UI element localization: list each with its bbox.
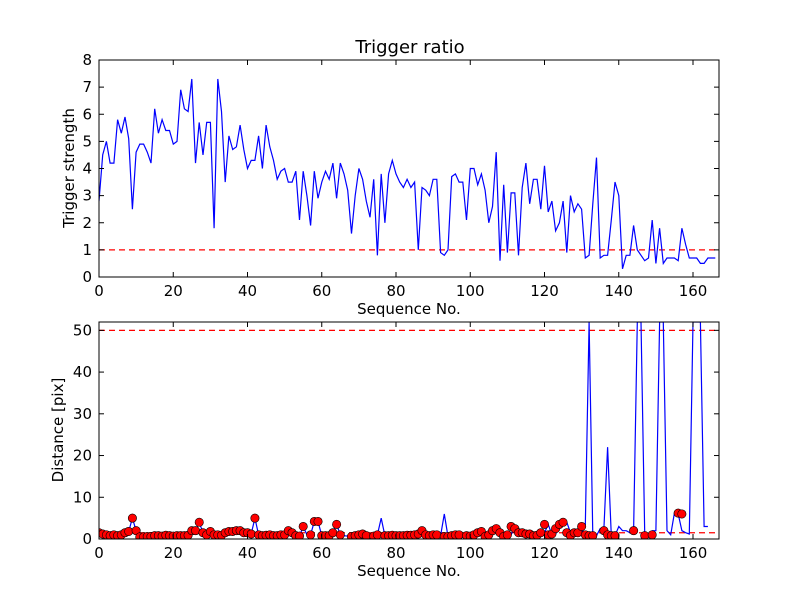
distance-point bbox=[191, 526, 201, 536]
distance-panel: 0 20 40 60 80 100 120 140 160 0 10 20 30 40 50 Sequen… bbox=[49, 321, 720, 580]
distance-x-tick-label: 60 bbox=[312, 544, 331, 562]
trigger-y-axis-label: Trigger strength bbox=[60, 108, 78, 229]
trigger-x-tick-label: 40 bbox=[238, 282, 257, 300]
distance-point bbox=[246, 529, 256, 539]
distance-x-tick-label: 140 bbox=[604, 544, 633, 562]
distance-point bbox=[588, 531, 598, 539]
trigger-y-tick-label: 5 bbox=[82, 132, 92, 150]
trigger-x-axis-label: Sequence No. bbox=[357, 300, 461, 318]
distance-point bbox=[540, 519, 550, 529]
distance-point bbox=[194, 517, 204, 527]
trigger-x-tick-label: 160 bbox=[679, 282, 708, 300]
distance-y-tick-label: 50 bbox=[73, 321, 92, 339]
trigger-plot-area bbox=[99, 78, 719, 270]
distance-point bbox=[558, 517, 568, 527]
distance-x-tick-label: 160 bbox=[679, 544, 708, 562]
distance-point bbox=[298, 521, 308, 531]
distance-point bbox=[677, 509, 687, 519]
distance-point bbox=[432, 530, 442, 539]
distance-y-tick-label: 10 bbox=[73, 488, 92, 506]
trigger-series-line bbox=[99, 78, 716, 270]
distance-point bbox=[372, 530, 382, 539]
trigger-x-tick-label: 120 bbox=[530, 282, 559, 300]
distance-y-tick-label: 0 bbox=[82, 530, 92, 548]
trigger-y-tick-label: 4 bbox=[82, 160, 92, 178]
distance-point bbox=[294, 531, 304, 539]
distance-point bbox=[502, 530, 512, 539]
distance-point bbox=[335, 530, 345, 539]
trigger-x-tick-label: 80 bbox=[386, 282, 405, 300]
distance-point bbox=[313, 516, 323, 526]
trigger-y-tick-label: 7 bbox=[82, 78, 92, 96]
distance-x-tick-label: 20 bbox=[164, 544, 183, 562]
trigger-x-ticks: 0 20 40 60 80 100 120 140 160 bbox=[94, 60, 707, 300]
distance-point bbox=[124, 526, 134, 536]
distance-point bbox=[454, 530, 464, 539]
trigger-y-tick-label: 3 bbox=[82, 187, 92, 205]
trigger-x-tick-label: 100 bbox=[456, 282, 485, 300]
distance-point bbox=[250, 513, 260, 523]
trigger-y-tick-label: 0 bbox=[82, 268, 92, 286]
distance-y-tick-label: 20 bbox=[73, 447, 92, 465]
distance-point bbox=[577, 521, 587, 531]
distance-axes-frame bbox=[98, 321, 720, 540]
distance-x-tick-label: 40 bbox=[238, 544, 257, 562]
distance-point bbox=[647, 530, 657, 539]
distance-point bbox=[536, 528, 546, 538]
distance-x-tick-label: 0 bbox=[94, 544, 104, 562]
distance-x-ticks: 0 20 40 60 80 100 120 140 160 bbox=[94, 322, 707, 562]
distance-x-tick-label: 120 bbox=[530, 544, 559, 562]
distance-point bbox=[328, 528, 338, 538]
trigger-y-tick-label: 8 bbox=[82, 51, 92, 69]
distance-point bbox=[629, 526, 639, 536]
trigger-x-tick-label: 60 bbox=[312, 282, 331, 300]
distance-point bbox=[332, 519, 342, 529]
distance-x-axis-label: Sequence No. bbox=[357, 562, 461, 580]
trigger-y-tick-label: 1 bbox=[82, 241, 92, 259]
distance-y-axis-label: Distance [pix] bbox=[49, 378, 67, 483]
distance-plot-area bbox=[99, 322, 719, 539]
chart-title: Trigger ratio bbox=[354, 37, 464, 58]
distance-x-tick-label: 80 bbox=[386, 544, 405, 562]
trigger-x-tick-label: 140 bbox=[604, 282, 633, 300]
trigger-y-tick-label: 2 bbox=[82, 214, 92, 232]
trigger-ratio-panel: Trigger ratio 0 20 40 60 80 100 120 140 160 0 1 2 3… bbox=[60, 37, 720, 318]
trigger-y-ticks: 0 1 2 3 4 5 6 7 8 bbox=[82, 51, 719, 286]
distance-y-tick-label: 30 bbox=[73, 405, 92, 423]
trigger-x-tick-label: 0 bbox=[94, 282, 104, 300]
distance-point bbox=[306, 530, 316, 539]
trigger-y-tick-label: 6 bbox=[82, 105, 92, 123]
distance-x-tick-label: 100 bbox=[456, 544, 485, 562]
distance-y-tick-label: 40 bbox=[73, 363, 92, 381]
distance-point bbox=[127, 513, 137, 523]
distance-y-ticks: 0 10 20 30 40 50 bbox=[73, 321, 719, 548]
trigger-x-tick-label: 20 bbox=[164, 282, 183, 300]
